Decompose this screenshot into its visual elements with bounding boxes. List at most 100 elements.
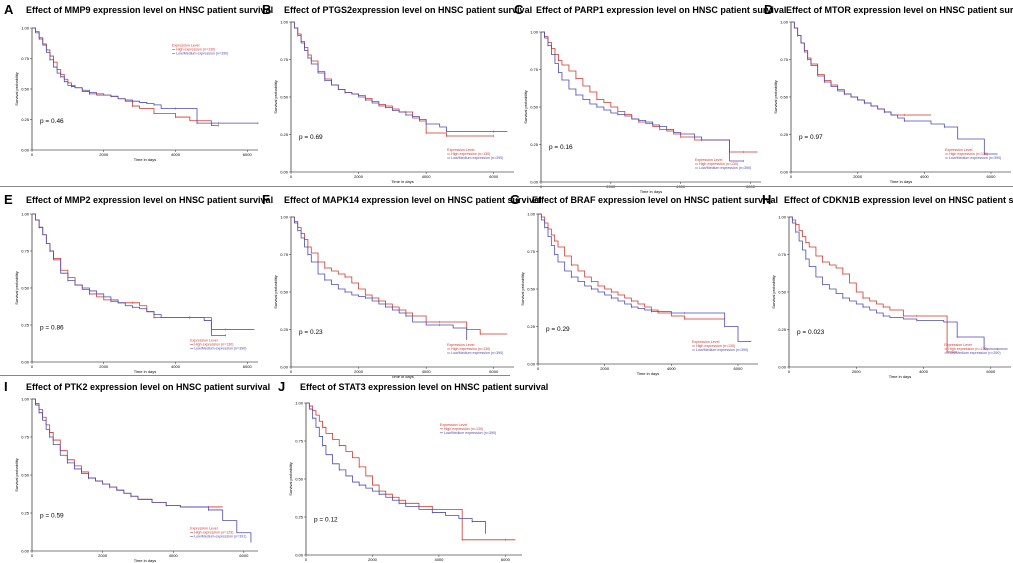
- x-tick-label: 6000: [986, 369, 996, 374]
- y-tick-label: 0.50: [527, 286, 536, 291]
- x-axis-label: Time in days: [391, 179, 414, 184]
- survival-panel-c: C Effect of PARP1 expression level on HNS…: [514, 2, 786, 194]
- legend-entry: High expression (n=130): [194, 342, 233, 346]
- x-tick-label: 2000: [600, 366, 610, 371]
- legend-title: Expression Level: [944, 343, 972, 347]
- x-axis-label: Time in days: [134, 157, 157, 162]
- series-line-high: [541, 31, 758, 153]
- x-tick-label: 0: [788, 369, 791, 374]
- x-tick-label: 0: [290, 174, 293, 179]
- series-line-high: [32, 213, 255, 330]
- legend-entry: High expression (n=130): [451, 347, 490, 351]
- legend-title: Expression Level: [447, 148, 475, 152]
- legend-entry: High expression (n=130): [444, 427, 483, 431]
- series-line-low-medium: [541, 31, 744, 162]
- legend-entry: Low/Medium expression (n=391): [194, 535, 246, 539]
- y-axis-label: Survival probability: [773, 80, 778, 114]
- panel-letter: H: [762, 192, 772, 207]
- y-tick-label: 0.00: [527, 361, 536, 366]
- y-tick-label: 0.50: [21, 472, 30, 477]
- series-line-low-medium: [32, 398, 252, 542]
- legend-entry: High expression (n=129): [194, 531, 233, 535]
- y-tick-label: 0.75: [280, 57, 289, 62]
- legend-entry: High expression (n=130): [696, 344, 735, 348]
- x-axis-label: Time in days: [391, 374, 414, 379]
- panel-letter: I: [4, 379, 8, 394]
- x-tick-label: 6000: [734, 366, 744, 371]
- series-line-low-medium: [291, 216, 468, 340]
- survival-panel-d: D Effect of MTOR expression level on HNSC…: [764, 2, 1013, 184]
- panel-letter: C: [514, 2, 524, 17]
- y-tick-label: 0.00: [780, 169, 789, 174]
- y-tick-label: 0.50: [778, 289, 787, 294]
- p-value: p = 0.29: [546, 326, 570, 333]
- x-tick-label: 0: [31, 152, 34, 157]
- row-separator: [0, 186, 1013, 187]
- y-tick-label: 0.00: [21, 147, 30, 152]
- y-tick-label: 1.00: [295, 400, 304, 405]
- p-value: p = 0.23: [299, 329, 323, 336]
- panel-letter: F: [262, 192, 270, 207]
- panel-title: Effect of BRAF expression level on HNSC …: [532, 195, 779, 205]
- y-axis-label: Survival probability: [288, 462, 293, 496]
- y-tick-label: 0.00: [21, 359, 30, 364]
- y-tick-label: 0.25: [21, 322, 30, 327]
- panel-title: Effect of MMP2 expression level on HNSC …: [26, 195, 274, 205]
- legend-title: Expression Level: [440, 423, 468, 427]
- x-tick-label: 4000: [920, 174, 930, 179]
- legend-entry: Low/Medium expression (n=390): [696, 348, 748, 352]
- x-axis-label: Time in days: [889, 374, 912, 379]
- legend-entry: High expression (n=130): [949, 152, 988, 156]
- y-axis-label: Survival probability: [523, 90, 528, 124]
- survival-panel-e: E Effect of MMP2 expression level on HNSC…: [4, 192, 273, 374]
- x-tick-label: 4000: [667, 366, 677, 371]
- y-tick-label: 0.25: [778, 327, 787, 332]
- panel-title: Effect of CDKN1B expression level on HNS…: [784, 195, 1013, 205]
- y-tick-label: 0.00: [21, 548, 30, 553]
- y-tick-label: 0.75: [280, 252, 289, 257]
- y-tick-label: 1.00: [21, 25, 30, 30]
- x-tick-label: 0: [31, 553, 34, 558]
- legend-entry: Low/Medium expression (n=390): [176, 51, 228, 55]
- survival-panel-b: B Effect of PTGS2expression level on HNSC…: [262, 2, 532, 184]
- y-axis-label: Survival probability: [273, 275, 278, 309]
- p-value: p = 0.12: [314, 517, 338, 524]
- survival-panel-h: H Effect of CDKN1B expression level on HN…: [762, 192, 1013, 379]
- y-tick-label: 0.25: [527, 324, 536, 329]
- p-value: p = 0.023: [797, 329, 825, 336]
- panel-title: Effect of PTK2 expression level on HNSC …: [26, 382, 271, 392]
- legend-title: Expression Level: [172, 43, 200, 47]
- x-tick-label: 0: [290, 369, 293, 374]
- survival-panel-j: J Effect of STAT3 expression level on HNS…: [278, 379, 548, 563]
- series-line-high: [291, 21, 494, 137]
- x-tick-label: 2000: [99, 152, 109, 157]
- y-tick-label: 0.50: [21, 86, 30, 91]
- x-axis-label: Time in days: [134, 369, 157, 374]
- survival-panel-a: A Effect of MMP9 expression level on HNSC…: [4, 2, 273, 184]
- legend-title: Expression Level: [190, 527, 218, 531]
- y-tick-label: 0.00: [778, 364, 787, 369]
- y-tick-label: 0.25: [530, 142, 539, 147]
- series-line-low-medium: [291, 21, 508, 132]
- y-tick-label: 0.25: [21, 510, 30, 515]
- x-tick-label: 2000: [354, 369, 364, 374]
- series-line-high: [538, 213, 725, 320]
- legend-entry: Low/Medium expression (n=390): [451, 156, 503, 160]
- y-axis-label: Survival probability: [520, 272, 525, 306]
- x-tick-label: 0: [790, 174, 793, 179]
- x-tick-label: 4000: [434, 557, 444, 562]
- legend-entry: Low/Medium expression (n=390): [194, 346, 246, 350]
- y-tick-label: 0.75: [527, 249, 536, 254]
- y-tick-label: 0.00: [280, 169, 289, 174]
- y-tick-label: 1.00: [527, 211, 536, 216]
- y-axis-label: Survival probability: [273, 80, 278, 114]
- y-tick-label: 1.00: [21, 211, 30, 216]
- y-tick-label: 0.50: [780, 94, 789, 99]
- x-tick-label: 2000: [98, 553, 108, 558]
- y-tick-label: 1.00: [780, 19, 789, 24]
